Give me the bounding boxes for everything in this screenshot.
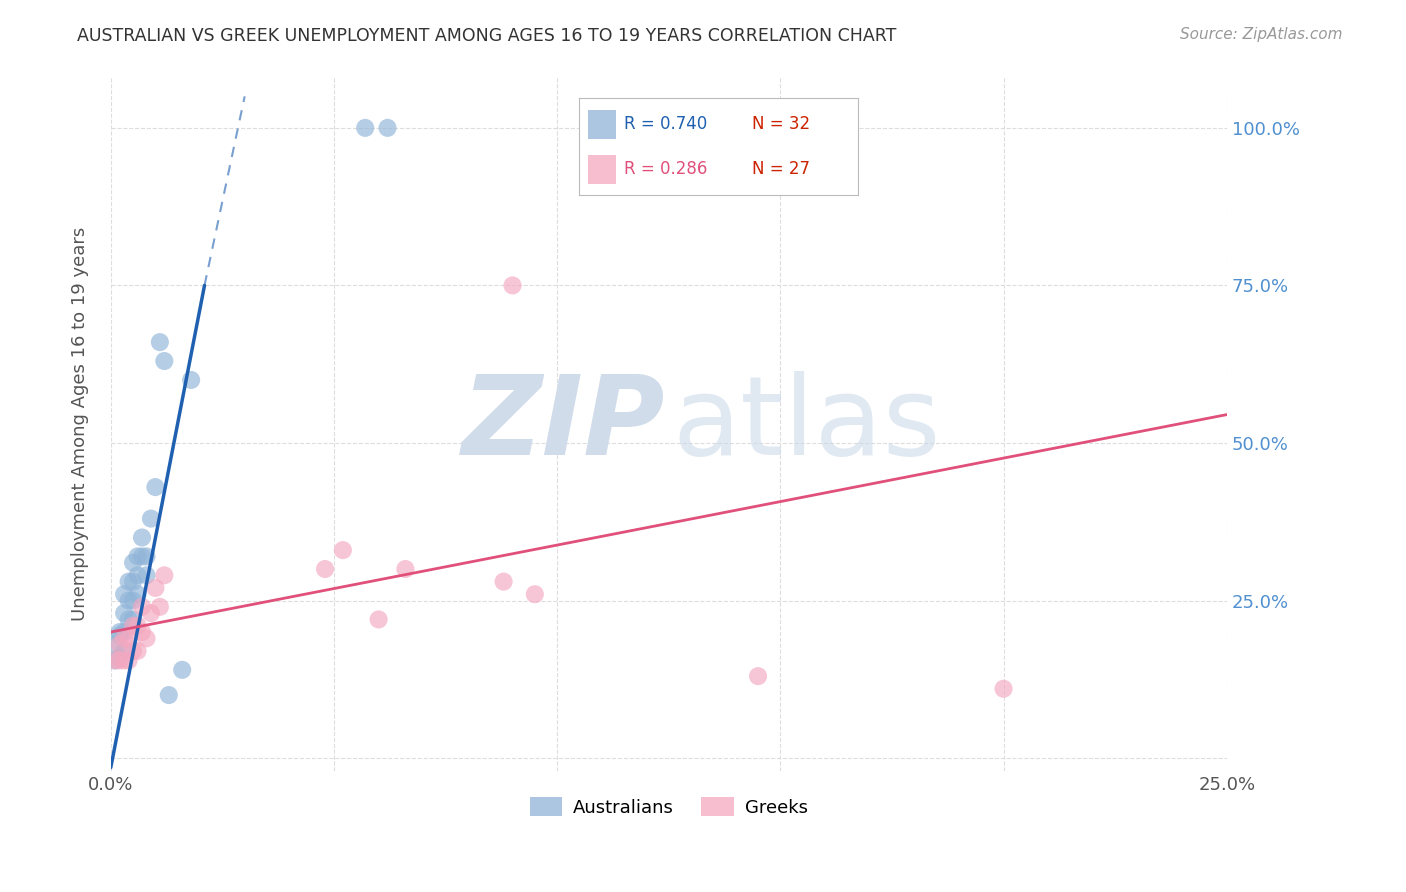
- Point: [127, 644, 149, 658]
- Point: [367, 612, 389, 626]
- Point: [104, 638, 127, 652]
- Point: [145, 581, 167, 595]
- Point: [112, 644, 135, 658]
- Point: [122, 644, 145, 658]
- Point: [332, 543, 354, 558]
- Point: [122, 619, 145, 633]
- Point: [172, 663, 194, 677]
- Point: [112, 653, 135, 667]
- Point: [394, 562, 416, 576]
- Point: [157, 688, 180, 702]
- Point: [139, 511, 162, 525]
- Point: [122, 556, 145, 570]
- Point: [135, 549, 157, 564]
- Point: [523, 587, 546, 601]
- Point: [180, 373, 202, 387]
- Point: [112, 625, 135, 640]
- Point: [117, 632, 139, 646]
- Point: [127, 568, 149, 582]
- Legend: Australians, Greeks: Australians, Greeks: [523, 790, 815, 824]
- Point: [108, 653, 131, 667]
- Point: [117, 653, 139, 667]
- Point: [127, 619, 149, 633]
- Point: [104, 653, 127, 667]
- Point: [131, 549, 153, 564]
- Point: [139, 606, 162, 620]
- Text: Source: ZipAtlas.com: Source: ZipAtlas.com: [1180, 27, 1343, 42]
- Point: [747, 669, 769, 683]
- Point: [127, 549, 149, 564]
- Point: [153, 568, 176, 582]
- Point: [117, 574, 139, 589]
- Point: [108, 628, 131, 642]
- Text: ZIP: ZIP: [463, 370, 665, 477]
- Point: [108, 650, 131, 665]
- Point: [145, 480, 167, 494]
- Point: [104, 653, 127, 667]
- Point: [117, 612, 139, 626]
- Point: [112, 632, 135, 646]
- Point: [131, 599, 153, 614]
- Point: [993, 681, 1015, 696]
- Point: [135, 568, 157, 582]
- Point: [314, 562, 336, 576]
- Point: [135, 632, 157, 646]
- Text: AUSTRALIAN VS GREEK UNEMPLOYMENT AMONG AGES 16 TO 19 YEARS CORRELATION CHART: AUSTRALIAN VS GREEK UNEMPLOYMENT AMONG A…: [77, 27, 897, 45]
- Point: [122, 574, 145, 589]
- Text: atlas: atlas: [672, 370, 941, 477]
- Point: [117, 593, 139, 607]
- Point: [492, 574, 515, 589]
- Point: [377, 120, 399, 135]
- Point: [354, 120, 377, 135]
- Point: [502, 278, 524, 293]
- Point: [108, 638, 131, 652]
- Point: [149, 335, 172, 350]
- Point: [122, 593, 145, 607]
- Y-axis label: Unemployment Among Ages 16 to 19 years: Unemployment Among Ages 16 to 19 years: [72, 227, 89, 621]
- Point: [131, 531, 153, 545]
- Point: [112, 606, 135, 620]
- Point: [122, 612, 145, 626]
- Point: [112, 587, 135, 601]
- Point: [108, 625, 131, 640]
- Point: [127, 587, 149, 601]
- Point: [149, 599, 172, 614]
- Point: [131, 625, 153, 640]
- Point: [153, 354, 176, 368]
